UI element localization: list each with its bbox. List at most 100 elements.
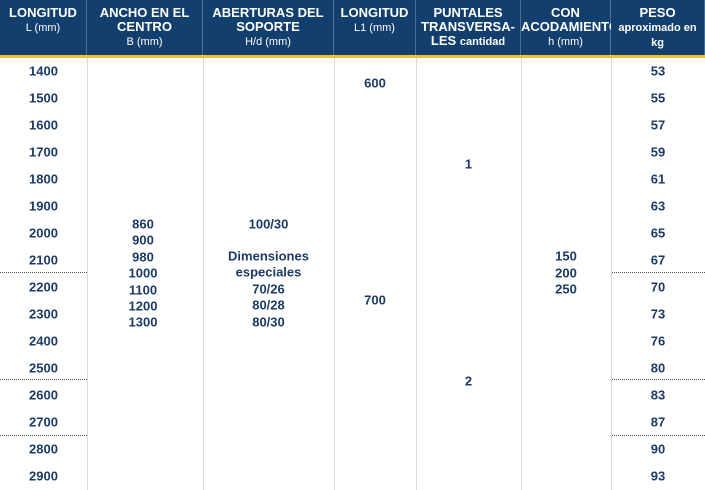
cell-text: 200	[555, 265, 577, 280]
cell-text: 83	[650, 387, 666, 403]
cell-text: 2700	[29, 414, 58, 430]
cell-text: 93	[650, 468, 666, 484]
cell-text: 87	[650, 414, 666, 430]
cell-text: 70/26	[252, 281, 285, 297]
row-divider	[0, 272, 87, 273]
cell-text: 1200	[128, 298, 158, 314]
cell-text: 100/30	[248, 216, 289, 232]
cell-text: 980	[132, 249, 154, 265]
header-text: CENTRO	[117, 19, 172, 34]
header-unit: L (mm)	[25, 22, 61, 34]
cell-text: 65	[650, 225, 666, 241]
header-cell: LONGITUD L (mm)	[0, 0, 87, 55]
header-cell: PESO aproximado en kg	[611, 0, 705, 55]
header-line: PESO	[611, 6, 704, 20]
cell-text: 2500	[29, 360, 58, 376]
cell-text: 59	[650, 144, 666, 160]
cell-text: 1700	[29, 144, 58, 160]
header-cell: PUNTALES TRANSVERSA- LES cantidad	[416, 0, 521, 55]
header-line: H/d (mm)	[203, 34, 333, 49]
header-unit: cantidad	[459, 36, 506, 48]
cell-text: 80	[650, 360, 666, 376]
cell-text: 1000	[128, 265, 158, 281]
header-line: LES cantidad	[416, 34, 520, 49]
cell-text: 67	[650, 252, 666, 268]
header-unit: L1 (mm)	[354, 22, 395, 34]
cell-text: 1300	[128, 314, 158, 330]
cell-text: especiales	[235, 264, 302, 280]
column-separator	[521, 58, 522, 490]
cell-text: 2200	[29, 279, 58, 295]
header-line: PUNTALES	[416, 6, 520, 20]
header-line: ANCHO EN EL	[87, 6, 202, 20]
cell-text: 250	[555, 281, 577, 297]
row-divider	[611, 272, 705, 273]
header-text: TRANSVERSA-	[421, 19, 515, 34]
cell-text: 1600	[29, 117, 58, 133]
row-divider	[0, 379, 87, 380]
header-line: B (mm)	[87, 34, 202, 49]
header-cell: CON ACODAMIENTO h (mm)	[521, 0, 619, 55]
header-line: ACODAMIENTO	[521, 20, 619, 34]
cell-text: 2100	[29, 252, 58, 268]
header-text: ABERTURAS DEL	[212, 5, 324, 20]
header-rule	[0, 55, 705, 58]
cell-text: 80/30	[252, 314, 285, 330]
header-line: CENTRO	[87, 20, 202, 34]
header-line: LONGITUD	[0, 6, 86, 20]
cell-text: 63	[650, 198, 666, 214]
header-text: LONGITUD	[340, 5, 409, 20]
header-unit: H/d (mm)	[245, 36, 291, 48]
header-line: CON	[521, 6, 610, 20]
header-line: L1 (mm)	[334, 20, 415, 35]
cell-text: 2900	[29, 468, 58, 484]
header-text: PESO	[639, 5, 676, 20]
header-text: PUNTALES	[433, 5, 503, 20]
cell-text: Dimensiones	[228, 248, 309, 264]
header-unit: h (mm)	[548, 36, 583, 48]
header-line: h (mm)	[521, 34, 610, 49]
column-separator	[87, 58, 88, 490]
cell-text: 57	[650, 117, 666, 133]
column-separator	[334, 58, 335, 490]
header-line: TRANSVERSA-	[416, 20, 520, 34]
column-separator	[611, 58, 612, 490]
header-line: LONGITUD	[334, 6, 415, 20]
cell-text: 2000	[29, 225, 58, 241]
cell-text: 1	[464, 156, 473, 172]
cell-text: 2300	[29, 306, 58, 322]
header-text: LONGITUD	[9, 5, 77, 20]
header-line: ABERTURAS DEL	[203, 6, 333, 20]
cell-text: 80/28	[252, 297, 285, 313]
cell-text: 1100	[128, 282, 158, 298]
column-separator	[203, 58, 204, 490]
cell-text: 2	[464, 373, 473, 389]
cell-text: 1900	[29, 198, 58, 214]
cell-text: 90	[650, 441, 666, 457]
cell-text: 70	[650, 279, 666, 295]
row-divider	[0, 435, 87, 436]
row-divider	[611, 435, 705, 436]
row-divider	[611, 379, 705, 380]
cell-text: 860	[132, 216, 154, 232]
header-unit: B (mm)	[126, 36, 163, 48]
cell-text: 55	[650, 90, 666, 106]
header-text: SOPORTE	[236, 19, 300, 34]
header-unit: aproximado en kg	[618, 22, 697, 49]
header-text: ACODAMIENTO	[521, 19, 619, 34]
header-line: SOPORTE	[203, 20, 333, 34]
cell-text: 1400	[29, 63, 58, 79]
cell-text: 900	[132, 232, 154, 248]
header-cell: ABERTURAS DEL SOPORTE H/d (mm)	[203, 0, 334, 55]
header-text: ANCHO EN EL	[99, 5, 190, 20]
cell-text: 2400	[29, 333, 58, 349]
cell-text: 76	[650, 333, 666, 349]
cell-text: 1500	[29, 90, 58, 106]
header-text: CON	[551, 5, 580, 20]
cell-text: 600	[364, 75, 386, 91]
header-cell: ANCHO EN EL CENTRO B (mm)	[87, 0, 203, 55]
cell-text: 61	[650, 171, 666, 187]
cell-text: 1800	[29, 171, 58, 187]
header-line: L (mm)	[0, 20, 86, 35]
